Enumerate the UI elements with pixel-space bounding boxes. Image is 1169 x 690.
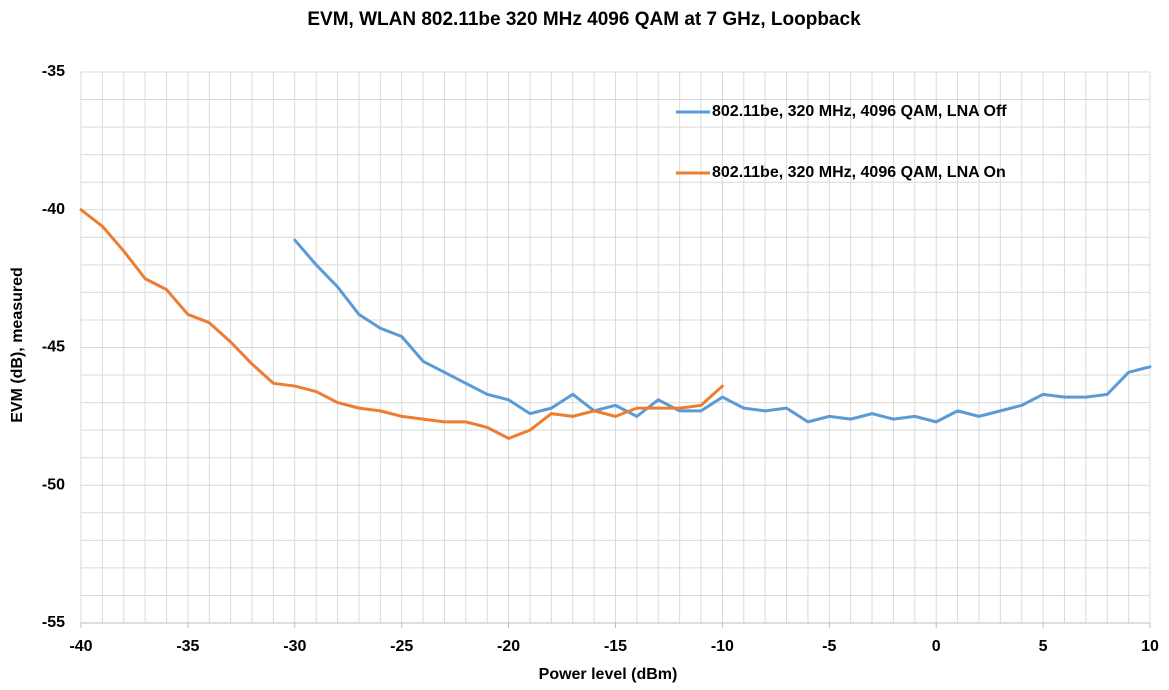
x-tick-label: 10 <box>1141 638 1159 655</box>
x-tick-label: -35 <box>176 638 199 655</box>
x-tick-label: 5 <box>1039 638 1048 655</box>
y-axis-label: EVM (dB), measured <box>9 267 26 423</box>
x-tick-label: -15 <box>604 638 627 655</box>
x-axis-label: Power level (dBm) <box>539 666 678 683</box>
chart-title: EVM, WLAN 802.11be 320 MHz 4096 QAM at 7… <box>307 9 861 30</box>
x-tick-label: -25 <box>390 638 413 655</box>
x-tick-label: -5 <box>822 638 836 655</box>
x-tick-label: -30 <box>283 638 306 655</box>
y-tick-label: -50 <box>42 476 65 493</box>
y-tick-label: -40 <box>42 201 65 218</box>
data-line <box>79 208 724 440</box>
data-line <box>293 238 1152 424</box>
x-tick-label: -40 <box>69 638 92 655</box>
x-tick-label: 0 <box>932 638 941 655</box>
legend-label: 802.11be, 320 MHz, 4096 QAM, LNA On <box>712 164 1006 181</box>
y-tick-label: -45 <box>42 339 65 356</box>
y-tick-label: -35 <box>42 63 65 80</box>
y-tick-label: -55 <box>42 614 65 631</box>
legend-label: 802.11be, 320 MHz, 4096 QAM, LNA Off <box>712 103 1007 120</box>
x-tick-label: -20 <box>497 638 520 655</box>
x-tick-label: -10 <box>711 638 734 655</box>
